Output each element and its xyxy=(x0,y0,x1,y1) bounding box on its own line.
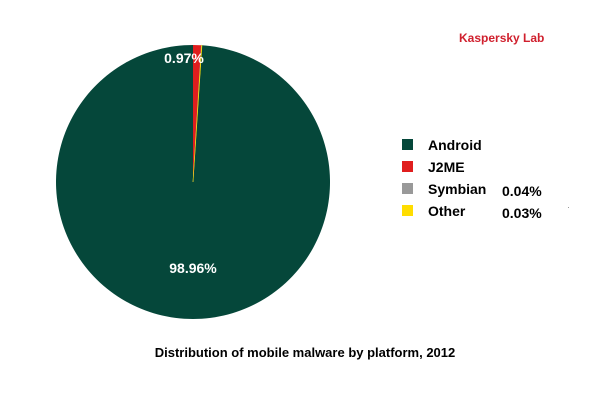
legend-swatch-symbian xyxy=(402,183,413,194)
legend-swatch-j2me xyxy=(402,161,413,172)
legend-swatch-android xyxy=(402,139,413,150)
stray-dot-decoration xyxy=(568,207,569,208)
legend-value-symbian: 0.04% xyxy=(502,183,542,199)
legend-item-android: Android xyxy=(402,134,592,156)
pie-slice-other xyxy=(192,44,203,183)
legend-item-j2me: J2ME xyxy=(402,156,592,178)
legend-label-symbian: Symbian xyxy=(428,181,487,197)
legend-swatch-other xyxy=(402,205,413,216)
brand-logo-text: Kaspersky Lab xyxy=(459,31,545,45)
slice-label-android: 98.96% xyxy=(169,260,217,276)
legend-item-symbian: Symbian 0.04% xyxy=(402,178,592,200)
legend-label-j2me: J2ME xyxy=(428,159,465,175)
chart-legend: Android J2ME Symbian 0.04% Other 0.03% xyxy=(402,134,592,222)
slice-label-j2me: 0.97% xyxy=(164,50,204,66)
legend-item-other: Other 0.03% xyxy=(402,200,592,222)
legend-label-android: Android xyxy=(428,137,482,153)
legend-label-other: Other xyxy=(428,203,466,219)
legend-value-other: 0.03% xyxy=(502,205,542,221)
chart-caption: Distribution of mobile malware by platfo… xyxy=(154,345,456,360)
